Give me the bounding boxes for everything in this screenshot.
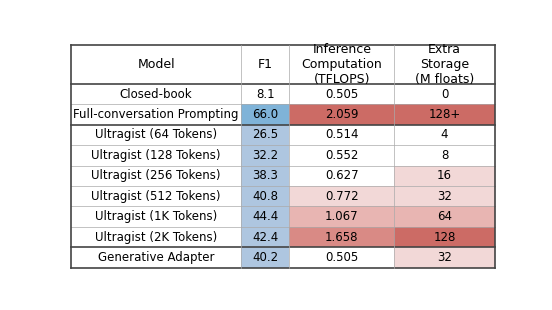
Text: Ultragist (1K Tokens): Ultragist (1K Tokens) (95, 210, 217, 223)
Bar (71, 186, 241, 206)
Text: 0.505: 0.505 (325, 88, 358, 101)
Text: 40.8: 40.8 (252, 190, 278, 203)
Bar (394, 227, 495, 247)
Bar (71, 227, 241, 247)
Bar (289, 166, 394, 186)
Text: 4: 4 (440, 128, 448, 141)
Bar (241, 125, 289, 145)
Bar (289, 104, 394, 125)
Bar (394, 186, 495, 206)
Bar (289, 186, 394, 206)
Text: 128: 128 (433, 231, 455, 244)
Text: 42.4: 42.4 (252, 231, 279, 244)
Bar (241, 104, 289, 125)
Bar (241, 145, 289, 166)
Text: 8.1: 8.1 (256, 88, 275, 101)
Bar (71, 125, 241, 145)
Text: 16: 16 (437, 169, 452, 182)
Text: Ultragist (2K Tokens): Ultragist (2K Tokens) (95, 231, 217, 244)
Bar (241, 166, 289, 186)
Text: Ultragist (128 Tokens): Ultragist (128 Tokens) (92, 149, 221, 162)
Bar (394, 206, 495, 227)
Text: Generative Adapter: Generative Adapter (98, 251, 214, 264)
Text: 0.627: 0.627 (325, 169, 359, 182)
Bar (289, 227, 394, 247)
Bar (394, 145, 495, 166)
Text: 0: 0 (441, 88, 448, 101)
Bar (289, 206, 394, 227)
Text: 1.067: 1.067 (325, 210, 359, 223)
Bar (394, 104, 495, 125)
Bar (71, 145, 241, 166)
Bar (241, 186, 289, 206)
Text: Model: Model (137, 58, 175, 71)
Text: 2.059: 2.059 (325, 108, 359, 121)
Text: 0.505: 0.505 (325, 251, 358, 264)
Bar (241, 84, 289, 104)
Text: Ultragist (256 Tokens): Ultragist (256 Tokens) (92, 169, 221, 182)
Text: Extra
Storage
(M floats): Extra Storage (M floats) (415, 43, 474, 86)
Text: 1.658: 1.658 (325, 231, 359, 244)
Text: 64: 64 (437, 210, 452, 223)
Text: 8: 8 (441, 149, 448, 162)
Text: Ultragist (512 Tokens): Ultragist (512 Tokens) (92, 190, 221, 203)
Bar (394, 247, 495, 268)
Text: 32: 32 (437, 190, 452, 203)
Text: F1: F1 (258, 58, 273, 71)
Text: 128+: 128+ (428, 108, 460, 121)
Text: 32.2: 32.2 (252, 149, 279, 162)
Text: 38.3: 38.3 (252, 169, 278, 182)
Text: 66.0: 66.0 (252, 108, 279, 121)
Bar (71, 166, 241, 186)
Bar (71, 206, 241, 227)
Bar (289, 145, 394, 166)
Text: 32: 32 (437, 251, 452, 264)
Bar (394, 84, 495, 104)
Bar (71, 84, 241, 104)
Text: 26.5: 26.5 (252, 128, 279, 141)
Text: 40.2: 40.2 (252, 251, 279, 264)
Bar (394, 166, 495, 186)
Bar (289, 125, 394, 145)
Bar (71, 247, 241, 268)
Bar (241, 206, 289, 227)
Bar (289, 247, 394, 268)
Text: 44.4: 44.4 (252, 210, 279, 223)
Text: Full-conversation Prompting: Full-conversation Prompting (73, 108, 239, 121)
Bar (241, 247, 289, 268)
Text: 0.514: 0.514 (325, 128, 359, 141)
Text: 0.772: 0.772 (325, 190, 359, 203)
Bar (71, 104, 241, 125)
Text: Closed-book: Closed-book (120, 88, 193, 101)
Text: Inference
Computation
(TFLOPS): Inference Computation (TFLOPS) (301, 43, 382, 86)
Bar (289, 84, 394, 104)
Text: Ultragist (64 Tokens): Ultragist (64 Tokens) (95, 128, 217, 141)
Text: 0.552: 0.552 (325, 149, 358, 162)
Bar (394, 125, 495, 145)
Bar (241, 227, 289, 247)
